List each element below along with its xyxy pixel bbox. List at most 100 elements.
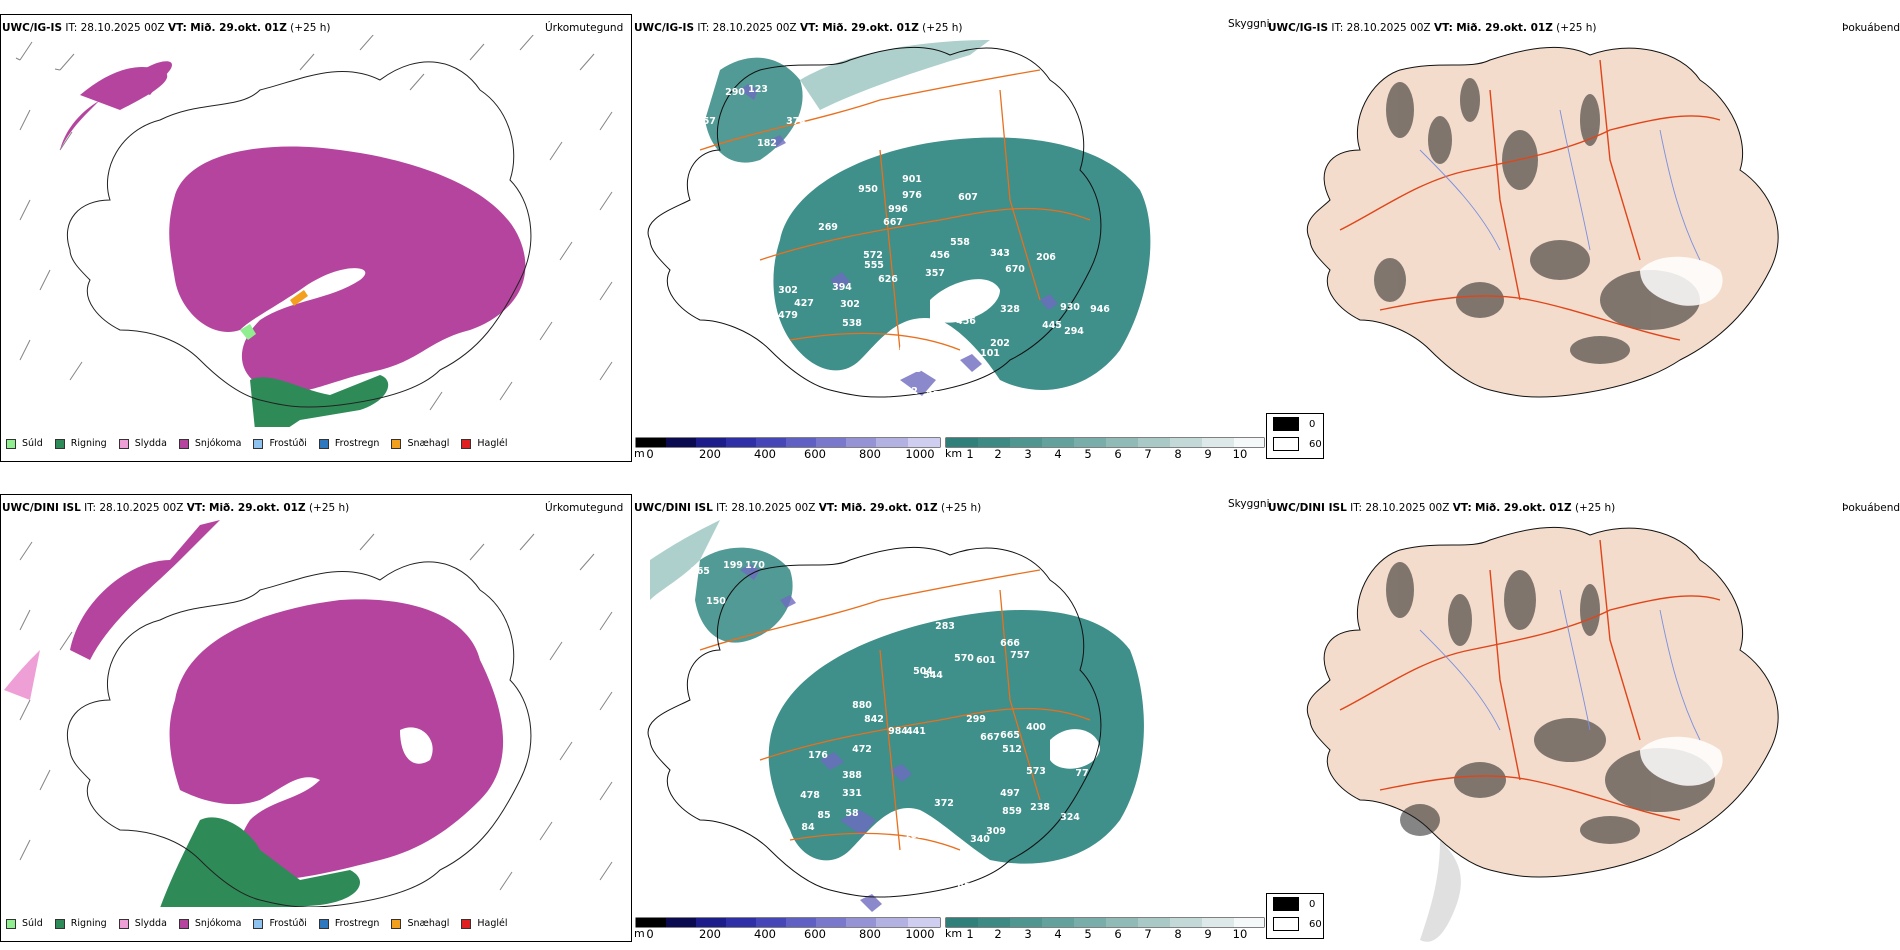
cloud-height-label: 497 [1000,788,1020,799]
cloud-height-label: 901 [902,174,922,185]
cloud-height-label: 58 [845,808,859,819]
cloud-height-label: 331 [842,788,862,799]
panel-header-bottom-1: UWC/DINI ISL IT: 28.10.2025 00Z VT: Mið.… [2,502,350,514]
legend-item-rigning: Rigning [54,918,107,929]
precip-type-title-top: Úrkomutegund [545,22,624,34]
fog-legend-top: 0 60 [1266,413,1324,459]
cloud-height-label: 170 [745,560,765,571]
cloud-height-label: 670 [1005,264,1025,275]
cbar-m-tick: 600 [804,927,826,941]
cloud-height-label: 946 [1090,304,1110,315]
cbar-m-tick: 1000 [905,447,935,461]
cbar-km-tick: 10 [1232,447,1248,461]
legend-item-rigning: Rigning [54,438,107,449]
fog-legend-row-min: 0 [1267,414,1323,434]
cloud-height-label: 544 [923,670,943,681]
cloud-height-label: 570 [954,653,974,664]
cbar-m-tick: 400 [754,447,776,461]
cloud-height-label: 433 [902,364,922,375]
precip-type-panel-top [0,14,632,462]
map-frame [0,494,632,942]
cloud-height-label: 479 [778,310,798,321]
fog-title-top: Þokuábendi [1842,22,1900,34]
cloud-height-label: 253 [926,390,946,401]
cloud-height-label: 601 [976,655,996,666]
cbar-km-tick: 4 [1054,447,1062,461]
cbar-km-tick: 8 [1174,927,1182,941]
cloud-height-label: 607 [958,192,978,203]
cloud-height-label: 283 [935,621,955,632]
legend-item-snjokoma: Snjókoma [178,918,241,929]
cbar-km-tick: 4 [1054,927,1062,941]
cloud-height-label: 374 [786,116,806,127]
cloud-height-label: 427 [794,298,814,309]
cloud-height-label: 302 [778,285,798,296]
cloud-height-label: 400 [1026,722,1046,733]
cloud-height-label: 372 [934,798,954,809]
cloud-height-label: 144 [900,865,920,876]
cloud-height-label: 573 [1026,766,1046,777]
legend-item-frostregn: Frostregn [318,918,379,929]
cloud-height-label: 294 [1064,326,1084,337]
legend-item-snjokoma: Snjókoma [178,438,241,449]
cloud-height-label: 176 [808,750,828,761]
cloud-height-label: 478 [800,790,820,801]
cloud-height-label: 183 [904,830,924,841]
cloud-height-label: 290 [725,87,745,98]
cloud-height-label: 328 [1000,304,1020,315]
colorbar-km-unit-top: km [945,447,963,460]
cloud-height-label: 391 [935,608,955,619]
cloud-height-label: 504 [913,666,933,677]
cloud-height-label: 555 [864,260,884,271]
cbar-m-tick: 0 [646,447,654,461]
cloud-height-label: 299 [966,714,986,725]
cbar-m-tick: 400 [754,927,776,941]
fog-legend-bottom: 0 60 [1266,893,1324,939]
cbar-km-tick: 8 [1174,447,1182,461]
precip-legend-top: Súld Rigning Slydda Snjókoma Frostúði Fr… [6,438,520,449]
precip-type-title-bottom: Úrkomutegund [545,502,624,514]
cloud-height-label: 84 [801,822,815,833]
map-frame [0,14,632,462]
cloud-height-label: 238 [1030,802,1050,813]
cloud-height-label: 157 [696,116,716,127]
cbar-km-tick: 3 [1024,447,1032,461]
cbar-km-tick: 1 [966,447,974,461]
cloud-height-label: 842 [864,714,884,725]
cbar-m-tick: 600 [804,447,826,461]
legend-item-snaehagl: Snæhagl [391,918,449,929]
cloud-height-label: 667 [883,217,903,228]
cloud-height-label: 266 [904,354,924,365]
cloud-height-label: 512 [1002,744,1022,755]
cbar-km-tick: 6 [1114,927,1122,941]
cloud-height-label: 199 [723,560,743,571]
cloud-height-label: 472 [852,744,872,755]
cbar-m-tick: 800 [859,447,881,461]
cloud-height-label: 626 [878,274,898,285]
cloud-height-label: 340 [970,834,990,845]
precip-legend-bottom: Súld Rigning Slydda Snjókoma Frostúði Fr… [6,918,520,929]
panel-header-top-3: UWC/IG-IS IT: 28.10.2025 00Z VT: Mið. 29… [1268,22,1597,34]
model-name: UWC/IG-IS [2,22,63,34]
cbar-km-tick: 6 [1114,447,1122,461]
cloud-height-label: 1000 [893,344,920,355]
cloud-title-top: Skyggni [1228,18,1270,30]
fog-legend-row-max: 60 [1267,914,1323,934]
cbar-km-tick: 3 [1024,927,1032,941]
cloud-height-label: 206 [1036,252,1056,263]
precip-type-panel-bottom [0,494,632,942]
fog-title-bottom: Þokuábendi [1842,502,1900,514]
cloud-height-label: 757 [1010,650,1030,661]
cloud-height-label: 20 [901,844,915,855]
cloud-title-bottom: Skyggni [1228,498,1270,510]
cbar-m-tick: 200 [699,927,721,941]
cloud-height-label: 123 [748,84,768,95]
cbar-km-tick: 10 [1232,927,1248,941]
cloud-height-label: 309 [986,826,1006,837]
cloud-height-label: 85 [957,880,970,891]
